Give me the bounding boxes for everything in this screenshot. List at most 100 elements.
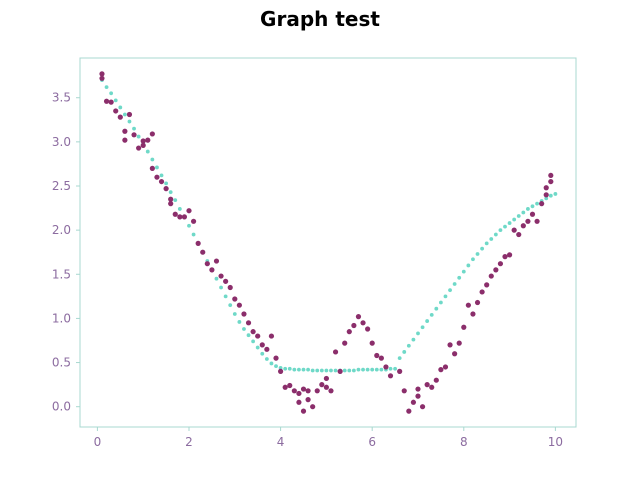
data-point [213, 258, 220, 264]
data-point [108, 99, 114, 105]
data-point [497, 261, 504, 267]
fit-point [429, 312, 434, 317]
data-point [126, 111, 133, 118]
data-point [287, 382, 293, 389]
data-point [158, 178, 165, 185]
fit-point [438, 300, 443, 305]
data-point [461, 324, 467, 330]
data-point [291, 388, 297, 394]
data-point [273, 355, 279, 361]
data-point [355, 314, 362, 320]
data-point [113, 108, 119, 114]
data-point [122, 128, 128, 134]
fit-point [104, 85, 109, 90]
fit-point [489, 237, 494, 241]
data-point [300, 408, 307, 414]
fit-series [100, 78, 558, 373]
fit-point [155, 165, 159, 170]
fit-point [535, 201, 539, 206]
fit-point [498, 228, 503, 233]
data-point [140, 142, 146, 148]
data-point [387, 373, 394, 379]
fit-point [461, 269, 466, 274]
fit-point [274, 364, 278, 368]
fit-point [526, 207, 530, 211]
fit-point [416, 331, 420, 336]
data-point [424, 382, 430, 388]
fit-point [553, 192, 558, 196]
data-point [177, 214, 183, 220]
data-point [520, 223, 526, 229]
data-point [374, 352, 380, 359]
fit-point [374, 367, 379, 372]
fit-point [347, 368, 352, 373]
y-tick-label: 0.5 [52, 356, 71, 370]
y-tick-label: 0.0 [52, 400, 71, 414]
data-point [149, 165, 155, 171]
fit-point [292, 367, 297, 372]
data-point [484, 282, 490, 288]
fit-point [269, 361, 274, 366]
fit-point [361, 367, 365, 372]
fit-point [356, 367, 361, 372]
fit-point [310, 368, 315, 373]
fit-point [191, 232, 196, 237]
data-point [479, 289, 485, 295]
data-point [296, 390, 302, 397]
fit-point [333, 368, 338, 373]
data-point [342, 340, 348, 346]
data-point [502, 254, 508, 260]
data-point [406, 408, 412, 414]
data-point [506, 252, 513, 258]
data-point [232, 296, 238, 302]
data-point [397, 368, 403, 374]
fit-point [164, 181, 169, 186]
data-point [227, 284, 233, 291]
data-point [474, 299, 481, 306]
fit-point [301, 367, 306, 372]
fit-point [122, 112, 127, 117]
fit-point [443, 294, 448, 299]
data-point [415, 386, 421, 392]
y-tick-label: 1.0 [52, 311, 71, 325]
axes-frame [79, 57, 577, 428]
fit-point [420, 325, 425, 330]
fit-point [388, 366, 393, 371]
fit-point [136, 134, 141, 139]
data-point [209, 267, 215, 273]
data-point [136, 145, 142, 151]
fit-point [365, 367, 370, 372]
fit-point [237, 320, 242, 324]
data-point [255, 333, 261, 339]
x-tick-label: 4 [277, 435, 285, 449]
data-point [378, 355, 384, 361]
fit-point [187, 223, 191, 228]
data-point [465, 302, 471, 308]
fit-point [127, 119, 132, 124]
x-tick-label: 10 [548, 435, 563, 449]
fit-point [242, 327, 246, 331]
fit-point [132, 126, 136, 131]
data-point [163, 186, 169, 192]
data-point [250, 329, 256, 335]
data-point [168, 196, 174, 202]
data-point [328, 388, 334, 394]
data-point [200, 249, 206, 255]
fit-point [223, 294, 228, 299]
y-tick-label: 2.0 [52, 223, 71, 237]
fit-point [342, 368, 347, 373]
fit-point [448, 288, 452, 293]
data-point [278, 368, 284, 374]
data-point [429, 384, 435, 390]
fit-point [548, 193, 553, 198]
x-tick-label: 2 [185, 435, 193, 449]
fit-point [457, 275, 462, 280]
data-point [433, 377, 439, 383]
data-point [493, 267, 499, 273]
data-point [337, 368, 343, 374]
data-point [438, 367, 444, 373]
fit-point [402, 350, 407, 354]
data-point [122, 137, 128, 143]
data-point [218, 273, 224, 279]
